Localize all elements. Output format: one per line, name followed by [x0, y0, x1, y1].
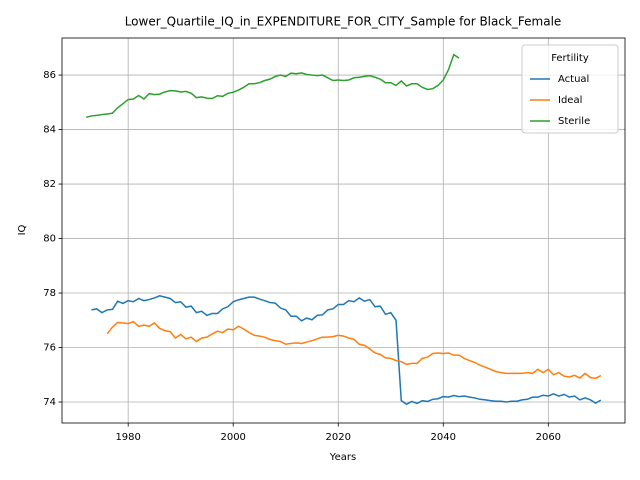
chart-title: Lower_Quartile_IQ_in_EXPENDITURE_FOR_CIT…	[125, 15, 562, 29]
y-tick-label: 74	[43, 397, 56, 408]
legend-title: Fertility	[551, 53, 589, 64]
series-line	[106, 320, 602, 380]
series-line	[85, 53, 460, 119]
y-tick-label: 76	[43, 343, 56, 354]
series-line	[91, 294, 602, 406]
legend-label: Ideal	[558, 95, 582, 106]
legend-label: Actual	[558, 74, 589, 85]
y-tick-label: 80	[43, 234, 56, 245]
x-axis-label: Years	[329, 452, 356, 463]
y-tick-label: 86	[43, 70, 56, 81]
x-tick-label: 2040	[431, 432, 456, 443]
legend-box	[521, 44, 619, 134]
y-tick-label: 84	[43, 125, 56, 136]
y-axis-label: IQ	[17, 224, 28, 235]
legend: Fertility Actual Ideal Sterile	[521, 44, 619, 134]
x-tick-label: 2000	[220, 432, 245, 443]
x-tick-label: 2020	[326, 432, 351, 443]
y-tick-label: 82	[43, 179, 56, 190]
x-tick-label: 2060	[536, 432, 561, 443]
y-tick-label: 78	[43, 288, 56, 299]
x-tick-label: 1980	[115, 432, 140, 443]
plot-frame	[61, 37, 626, 424]
legend-label: Sterile	[558, 116, 590, 127]
